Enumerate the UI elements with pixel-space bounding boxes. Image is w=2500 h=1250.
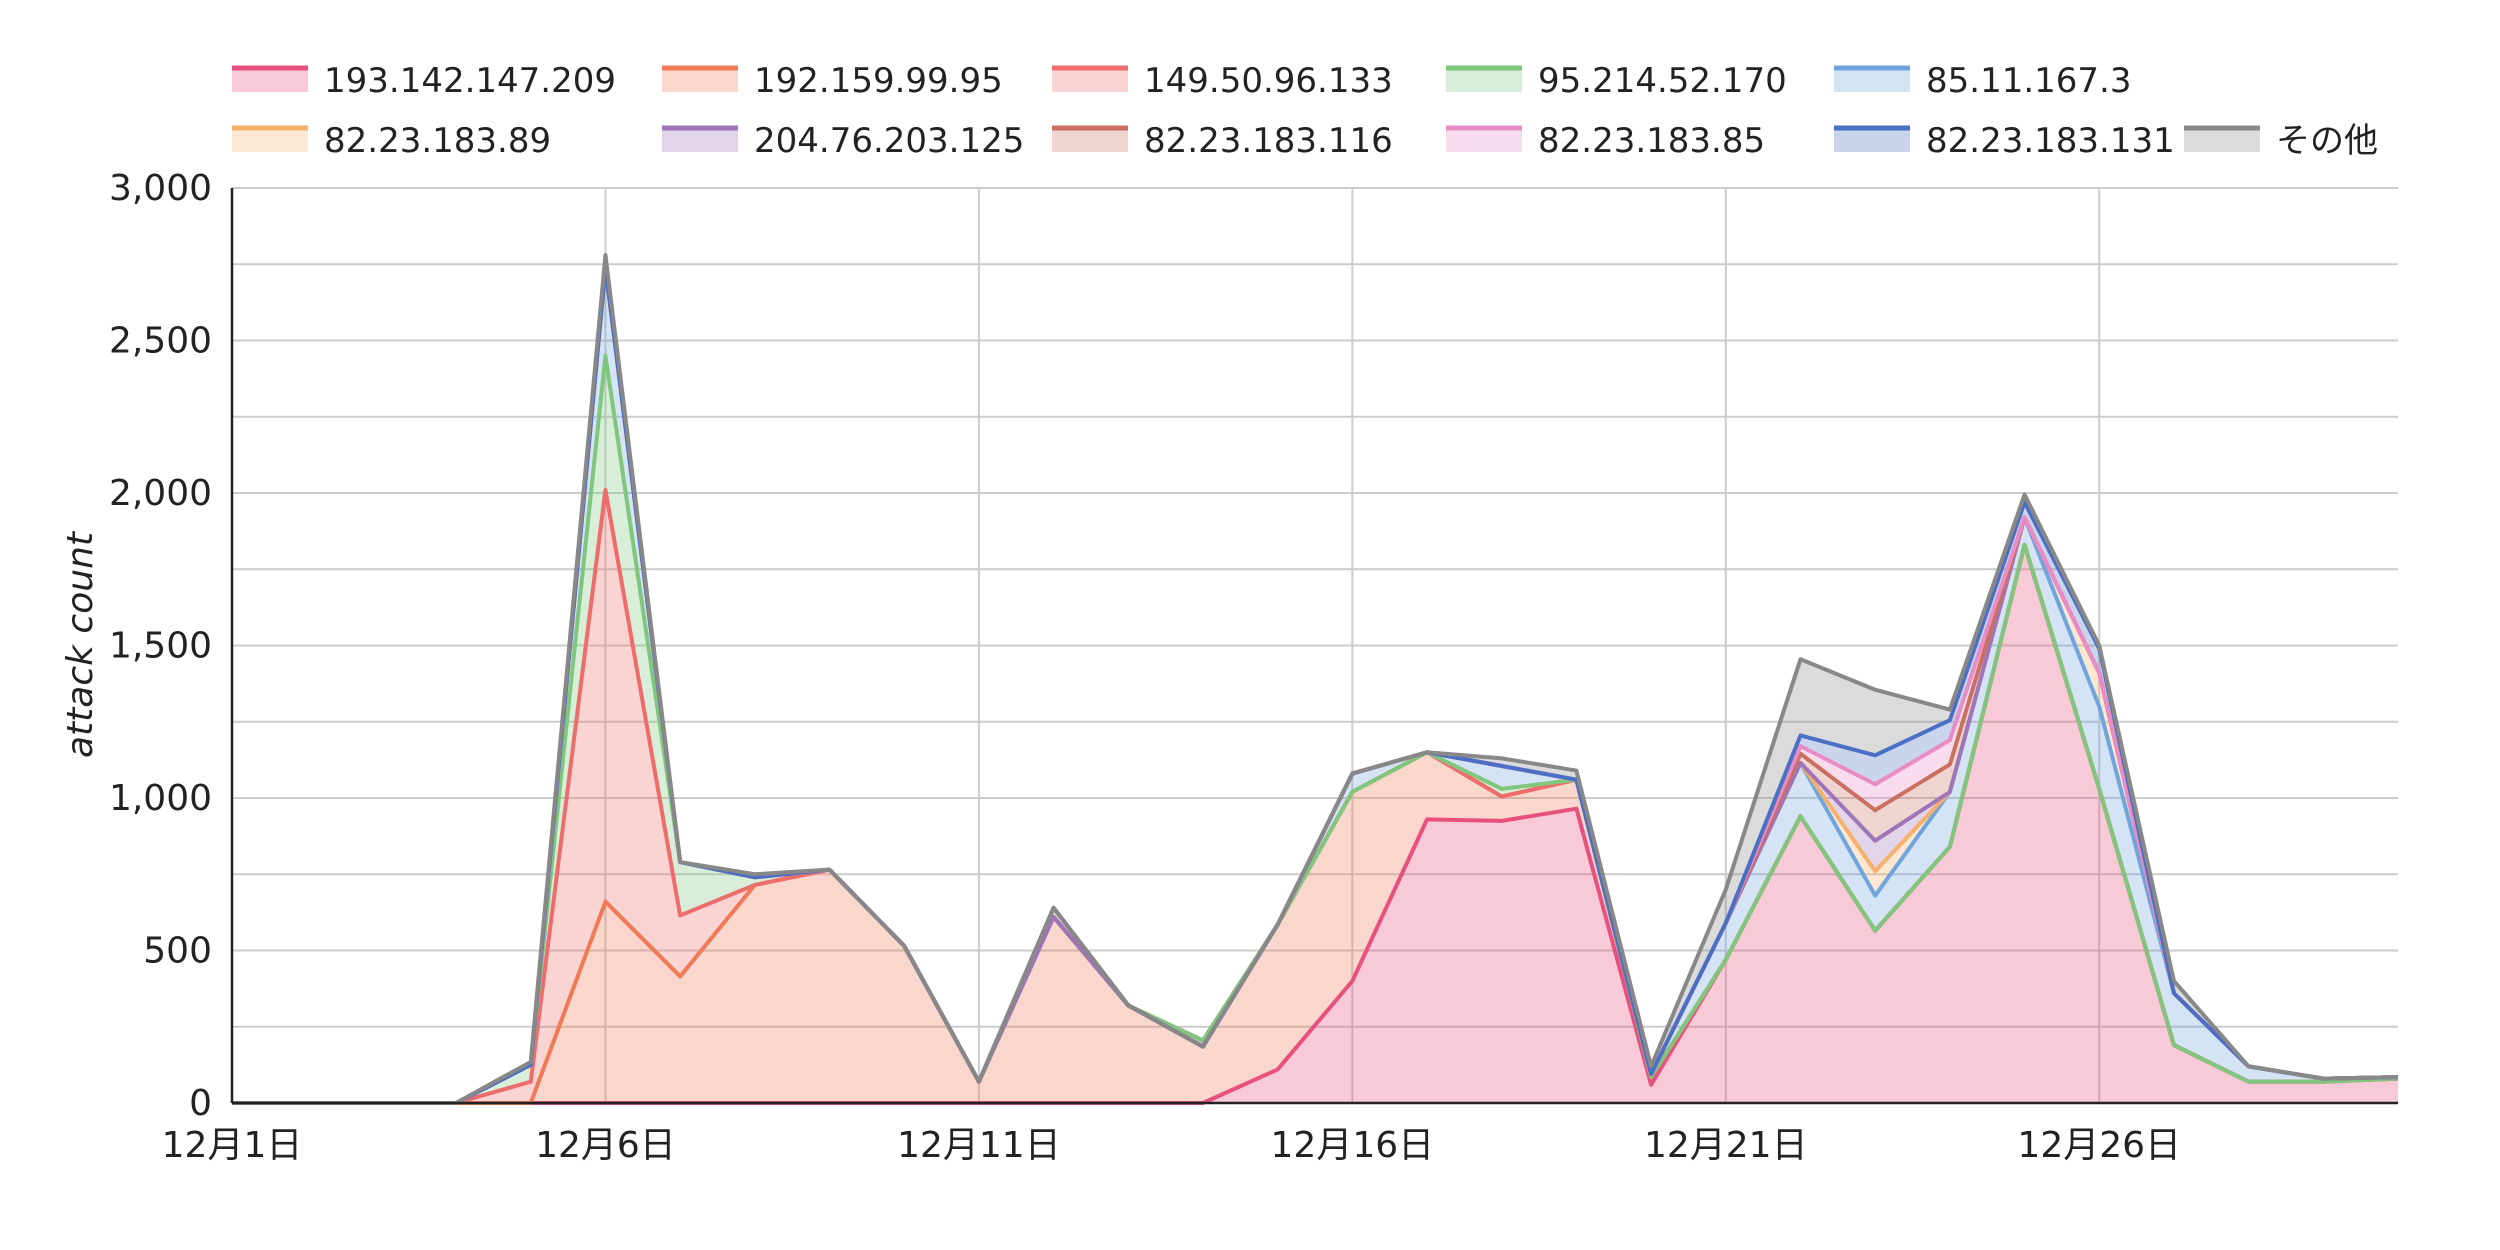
legend: 193.142.147.209 192.159.99.95 149.50.96.13… [232,61,2378,161]
legend-label: 149.50.96.133 [1144,61,1393,101]
legend-label: 82.23.183.116 [1144,121,1393,161]
legend-entry-9[interactable]: 82.23.183.131 [1834,121,2175,161]
series-area-4 [232,267,2398,1103]
legend-entry-0[interactable]: 193.142.147.209 [232,61,616,101]
x-tick-label: 12月21日 [1644,1125,1808,1166]
legend-label: 95.214.52.170 [1538,61,1787,101]
area-series-group [232,255,2398,1104]
y-tick-label: 500 [143,931,212,972]
y-tick-label: 1,000 [109,778,212,819]
legend-label: 204.76.203.125 [754,121,1024,161]
series-area-9 [232,267,2398,1103]
legend-label: 85.11.167.3 [1926,61,2131,101]
y-tick-label: 1,500 [109,626,212,667]
series-area-1 [232,544,2398,1103]
legend-entry-8[interactable]: 82.23.183.85 [1446,121,1765,161]
legend-label: その他 [2276,121,2378,161]
x-tick-label: 12月16日 [1271,1125,1435,1166]
series-area-0 [232,544,2398,1103]
x-tick-label: 12月6日 [535,1125,676,1166]
series-line-10 [232,253,2399,1105]
y-axis-title: attack count [60,530,101,758]
series-line-3 [232,353,2399,1105]
legend-entry-10[interactable]: その他 [2184,121,2378,161]
y-tick-label: 0 [189,1083,212,1124]
series-lines-group [232,253,2399,1105]
legend-entry-3[interactable]: 95.214.52.170 [1446,61,1787,101]
legend-label: 82.23.183.89 [324,121,551,161]
y-tick-label: 2,500 [109,321,212,362]
y-tick-label: 2,000 [109,473,212,514]
x-tick-label: 12月26日 [2017,1125,2181,1166]
legend-label: 193.142.147.209 [324,61,616,101]
x-tick-label: 12月1日 [162,1125,303,1166]
x-tick-label: 12月11日 [897,1125,1061,1166]
legend-label: 82.23.183.85 [1538,121,1765,161]
y-tick-label: 3,000 [109,168,212,209]
legend-entry-7[interactable]: 82.23.183.116 [1052,121,1393,161]
axes: 0 500 1,000 1,500 2,000 2,500 3,000 12月1日 12月6日 1… [109,168,2398,1166]
legend-label: 192.159.99.95 [754,61,1003,101]
legend-entry-1[interactable]: 192.159.99.95 [662,61,1003,101]
legend-label: 82.23.183.131 [1926,121,2175,161]
legend-entry-5[interactable]: 82.23.183.89 [232,121,551,161]
legend-entry-6[interactable]: 204.76.203.125 [662,121,1024,161]
legend-entry-4[interactable]: 85.11.167.3 [1834,61,2131,101]
legend-entry-2[interactable]: 149.50.96.133 [1052,61,1393,101]
